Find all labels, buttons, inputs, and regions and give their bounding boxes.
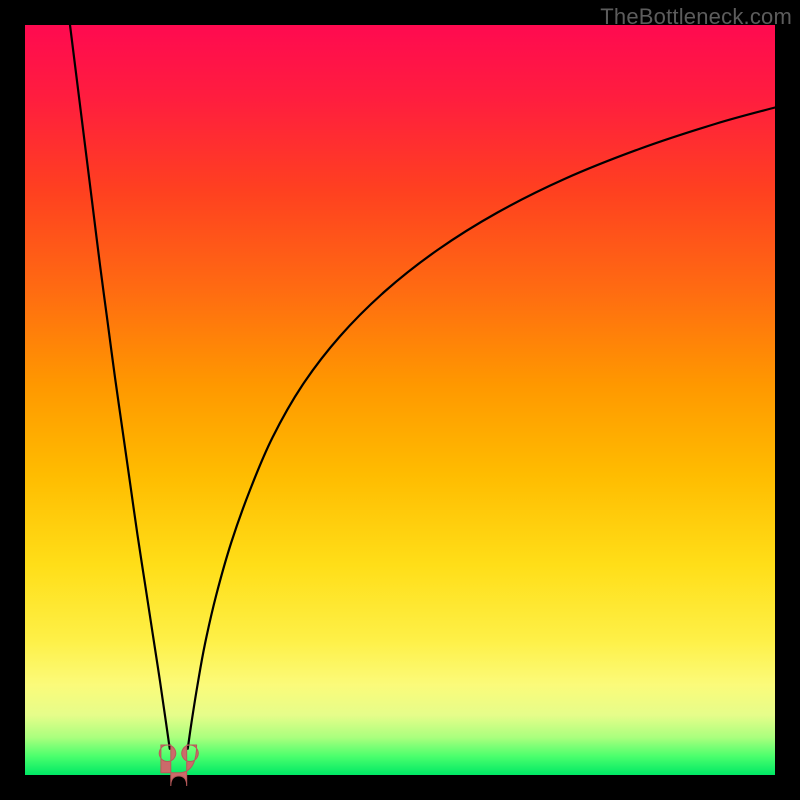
bottleneck-curve-chart [0,0,800,800]
chart-container: TheBottleneck.com [0,0,800,800]
watermark-text: TheBottleneck.com [600,4,792,30]
gradient-background [25,25,775,775]
